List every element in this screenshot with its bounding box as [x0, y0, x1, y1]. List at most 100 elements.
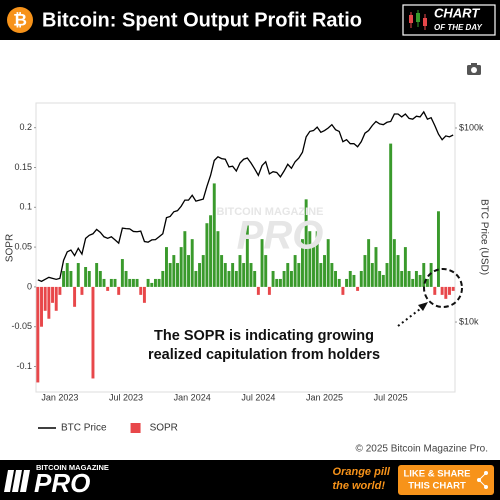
footer-slogan-1: Orange pill	[333, 466, 391, 478]
sopr-bar	[91, 286, 95, 379]
footer-brand-main: PRO	[34, 468, 90, 498]
sopr-bar	[128, 278, 132, 287]
share-button-line-1[interactable]: LIKE & SHARE	[403, 469, 470, 480]
sopr-bar	[359, 270, 363, 287]
sopr-bar	[234, 270, 238, 287]
sopr-bar	[223, 263, 227, 287]
sopr-bar	[253, 270, 257, 287]
sopr-bar	[267, 286, 271, 295]
sopr-bar	[153, 278, 157, 287]
y-tick-label: 0.05	[14, 241, 32, 251]
sopr-bar	[231, 263, 235, 287]
header-title: Bitcoin: Spent Output Profit Ratio	[42, 9, 362, 31]
sopr-bar	[120, 259, 124, 287]
sopr-bar	[337, 278, 341, 287]
sopr-bar	[161, 270, 165, 287]
annotation-arrowhead	[418, 302, 428, 311]
sopr-bar	[286, 263, 290, 287]
y-tick-label: 0.2	[19, 122, 32, 132]
sopr-bar	[400, 270, 404, 287]
sopr-bar	[43, 286, 47, 311]
sopr-bar	[352, 274, 356, 287]
sopr-bar	[345, 278, 349, 287]
sopr-bar	[58, 286, 62, 295]
badge-line-1: CHART	[434, 5, 480, 20]
sopr-bar	[451, 286, 455, 291]
x-tick-label: Jul 2025	[374, 392, 408, 402]
sopr-bar	[135, 278, 139, 287]
sopr-bar	[198, 263, 202, 287]
sopr-bar	[146, 278, 150, 287]
sopr-bar	[297, 263, 301, 287]
sopr-bar	[385, 263, 389, 287]
sopr-bar	[330, 263, 334, 287]
camera-icon[interactable]	[467, 63, 481, 75]
sopr-bar	[227, 270, 231, 287]
sopr-bar	[260, 239, 264, 287]
sopr-bar	[172, 255, 176, 287]
sopr-bar	[95, 263, 99, 287]
sopr-bar	[356, 286, 360, 291]
sopr-bar	[444, 286, 448, 299]
legend-swatch	[130, 423, 141, 433]
plot	[36, 110, 455, 383]
sopr-bar	[374, 247, 378, 287]
sopr-bar	[98, 270, 102, 287]
sopr-bar	[334, 270, 338, 287]
sopr-bar	[80, 286, 84, 295]
sopr-bar	[312, 247, 315, 287]
sopr-bar	[242, 263, 246, 287]
sopr-bar	[109, 278, 113, 287]
sopr-bar	[131, 278, 135, 287]
footer-brand-top: BITCOIN MAGAZINE	[36, 463, 109, 472]
sopr-bar	[392, 239, 396, 287]
sopr-bar	[378, 270, 382, 287]
y2-tick-label: $10k	[459, 316, 479, 326]
share-icon[interactable]	[477, 471, 488, 489]
sopr-bar	[54, 286, 58, 311]
footer-slogan-2: the world!	[332, 480, 385, 492]
sopr-bar	[40, 286, 43, 327]
sopr-bar	[87, 270, 91, 287]
sopr-bar	[436, 211, 440, 287]
sopr-bar	[183, 231, 187, 287]
sopr-bar	[176, 263, 179, 287]
sopr-bar	[422, 263, 426, 287]
sopr-bar	[315, 231, 319, 287]
y-tick-label: -0.1	[16, 361, 32, 371]
share-button[interactable]	[398, 465, 494, 495]
sopr-bar	[65, 263, 69, 287]
sopr-bar	[205, 223, 209, 287]
sopr-bar	[190, 239, 194, 287]
y-tick-label: 0	[27, 281, 32, 291]
sopr-bar	[319, 263, 323, 287]
sopr-bar	[411, 278, 415, 287]
sopr-bar	[117, 286, 121, 295]
sopr-bar	[124, 270, 128, 287]
sopr-bar	[370, 263, 374, 287]
sopr-bar	[187, 255, 191, 287]
sopr-bar	[69, 270, 73, 287]
sopr-bar	[403, 247, 407, 287]
sopr-bar	[289, 270, 293, 287]
y-tick-label: -0.05	[11, 321, 32, 331]
share-button-line-2[interactable]: THIS CHART	[408, 481, 466, 492]
legend-label: BTC Price	[61, 423, 107, 434]
y-axis-title: SOPR	[5, 234, 16, 262]
x-tick-label: Jul 2024	[241, 392, 275, 402]
sopr-bar	[264, 255, 268, 287]
bitcoin-logo	[7, 7, 33, 33]
sopr-bar	[76, 263, 80, 287]
y2-tick-label: $100k	[459, 122, 484, 132]
sopr-bar	[36, 286, 40, 383]
sopr-bar	[282, 270, 286, 287]
sopr-bar	[256, 286, 260, 295]
y-tick-label: 0.15	[14, 162, 32, 172]
sopr-bar	[326, 239, 330, 287]
y2-axis-title: BTC Price (USD)	[478, 199, 489, 275]
x-tick-label: Jan 2025	[306, 392, 343, 402]
annotation-arrow	[397, 305, 425, 327]
sopr-bar	[142, 286, 146, 303]
x-tick-label: Jan 2023	[41, 392, 78, 402]
